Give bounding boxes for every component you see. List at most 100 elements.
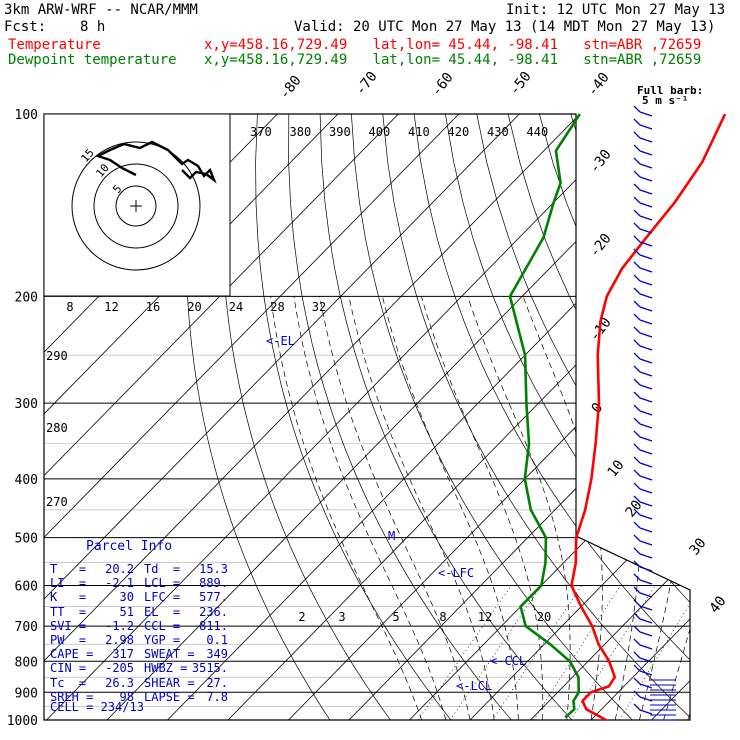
wind-barb <box>633 443 653 455</box>
hodograph-speed-label: 16 <box>146 300 160 314</box>
theta-label: 380 <box>290 125 312 139</box>
isotherm-line <box>227 114 690 720</box>
parcel-key: Tc = <box>50 675 87 690</box>
wind-barb <box>633 326 653 338</box>
parcel-value: 30 <box>119 590 134 605</box>
moist-adiabat-line <box>421 296 544 720</box>
wind-barb <box>633 352 653 364</box>
parcel-key: SWEAT = <box>144 647 195 662</box>
hodograph-speed-label: 8 <box>66 300 73 314</box>
wind-barb <box>633 274 653 286</box>
moist-adiabat-line <box>270 296 422 720</box>
wind-barb <box>633 625 653 637</box>
mixing-ratio-label: 8 <box>439 610 446 624</box>
level-marker-label: M <box>388 529 395 543</box>
parcel-key: PW = <box>50 633 87 647</box>
parcel-value: 51 <box>119 604 134 619</box>
wind-barb <box>633 430 653 442</box>
parcel-key: CCL = <box>144 618 181 633</box>
theta-label: 410 <box>408 125 430 139</box>
wind-barb <box>633 586 653 598</box>
parcel-value: -2.1 <box>105 576 134 591</box>
pressure-tick-label: 800 <box>15 655 38 670</box>
parcel-key: CAPE = <box>50 647 94 662</box>
isotherm-label: -80 <box>277 73 305 103</box>
wind-barb <box>633 651 653 663</box>
wind-barb <box>633 378 653 390</box>
isotherm-line <box>530 114 690 720</box>
wind-barb <box>633 664 653 676</box>
isotherm-line <box>46 114 641 720</box>
isotherm-label: 10 <box>605 457 628 480</box>
moist-adiabat-line <box>467 296 571 720</box>
moist-adiabat-line <box>639 296 688 720</box>
wind-barb <box>633 261 653 273</box>
wind-barb <box>633 339 653 351</box>
parcel-value: 317 <box>112 647 134 662</box>
wind-barb <box>633 313 653 325</box>
dry-adiabat-label: 290 <box>46 349 68 363</box>
wind-barb <box>633 469 653 481</box>
wind-barb <box>633 547 653 559</box>
wind-barb-title: Full barb: <box>637 84 703 97</box>
parcel-value: 577. <box>199 590 228 605</box>
wind-barbs: Full barb:5 m s⁻¹ <box>633 84 703 721</box>
wind-barb <box>633 534 653 546</box>
hodograph-ring <box>71 141 201 271</box>
isotherm-label: -20 <box>587 231 615 261</box>
wind-barb <box>633 144 653 156</box>
parcel-value: 889. <box>199 576 228 591</box>
valid-time: Valid: 20 UTC Mon 27 May 13 (14 MDT Mon … <box>294 19 716 35</box>
temperature-profile <box>570 113 727 722</box>
isotherm-line <box>44 114 399 720</box>
moist-adiabat-line <box>348 296 495 720</box>
hodograph-box <box>43 113 231 297</box>
parcel-key: LFC = <box>144 590 181 605</box>
parcel-value: 349 <box>206 647 228 662</box>
level-marker-label: <-LFC <box>438 566 474 580</box>
parcel-key: LCL = <box>144 576 181 591</box>
theta-label: 430 <box>487 125 509 139</box>
parcel-key: T = <box>50 562 87 576</box>
wind-barb <box>633 599 653 611</box>
isotherm-label: -30 <box>587 147 615 177</box>
moist-adiabat-line <box>319 296 471 720</box>
wind-barb <box>633 365 653 377</box>
wind-barb <box>633 677 653 689</box>
moist-adiabat-line <box>293 296 447 720</box>
dry-adiabat-line <box>255 114 452 720</box>
mixing-ratio-label: 3 <box>338 610 345 624</box>
isotherm-line <box>44 114 520 720</box>
temperature-location-info: x,y=458.16,729.49 lat,lon= 45.44, -98.41… <box>204 37 702 53</box>
plot-frame <box>43 113 691 721</box>
hodograph-speed-label: 32 <box>312 300 326 314</box>
dry-adiabat-line <box>507 114 690 720</box>
parcel-value: 2.98 <box>105 633 134 647</box>
hodograph-trace <box>94 140 217 184</box>
dry-adiabat-line <box>185 114 331 720</box>
pressure-tick-label: 100 <box>15 108 38 123</box>
parcel-key: HWBZ = <box>144 661 188 676</box>
dry-adiabat-line <box>476 114 690 720</box>
parcel-value: 15.3 <box>199 562 228 576</box>
wind-barb <box>633 222 653 234</box>
level-marker-label: <-EL <box>266 334 295 348</box>
parcel-cell: CELL = 234/13 <box>50 700 144 714</box>
hodograph-ring <box>115 185 157 227</box>
level-marker-label: <-LCL <box>456 679 492 693</box>
wind-barb <box>633 456 653 468</box>
theta-label: 370 <box>250 125 272 139</box>
dry-adiabat-line <box>633 114 690 720</box>
wind-barb <box>633 235 653 247</box>
mixing-ratio-label: 5 <box>392 610 399 624</box>
dry-adiabat-line <box>351 114 633 720</box>
parcel-value: 7.8 <box>206 689 228 704</box>
isotherm-label: 30 <box>687 535 710 558</box>
isotherm-line <box>409 114 690 720</box>
pressure-tick-label: 1000 <box>7 714 38 729</box>
wind-barb <box>633 131 653 143</box>
model-title: 3km ARW-WRF -- NCAR/MMM <box>4 2 198 18</box>
hodograph-ring <box>93 163 179 249</box>
